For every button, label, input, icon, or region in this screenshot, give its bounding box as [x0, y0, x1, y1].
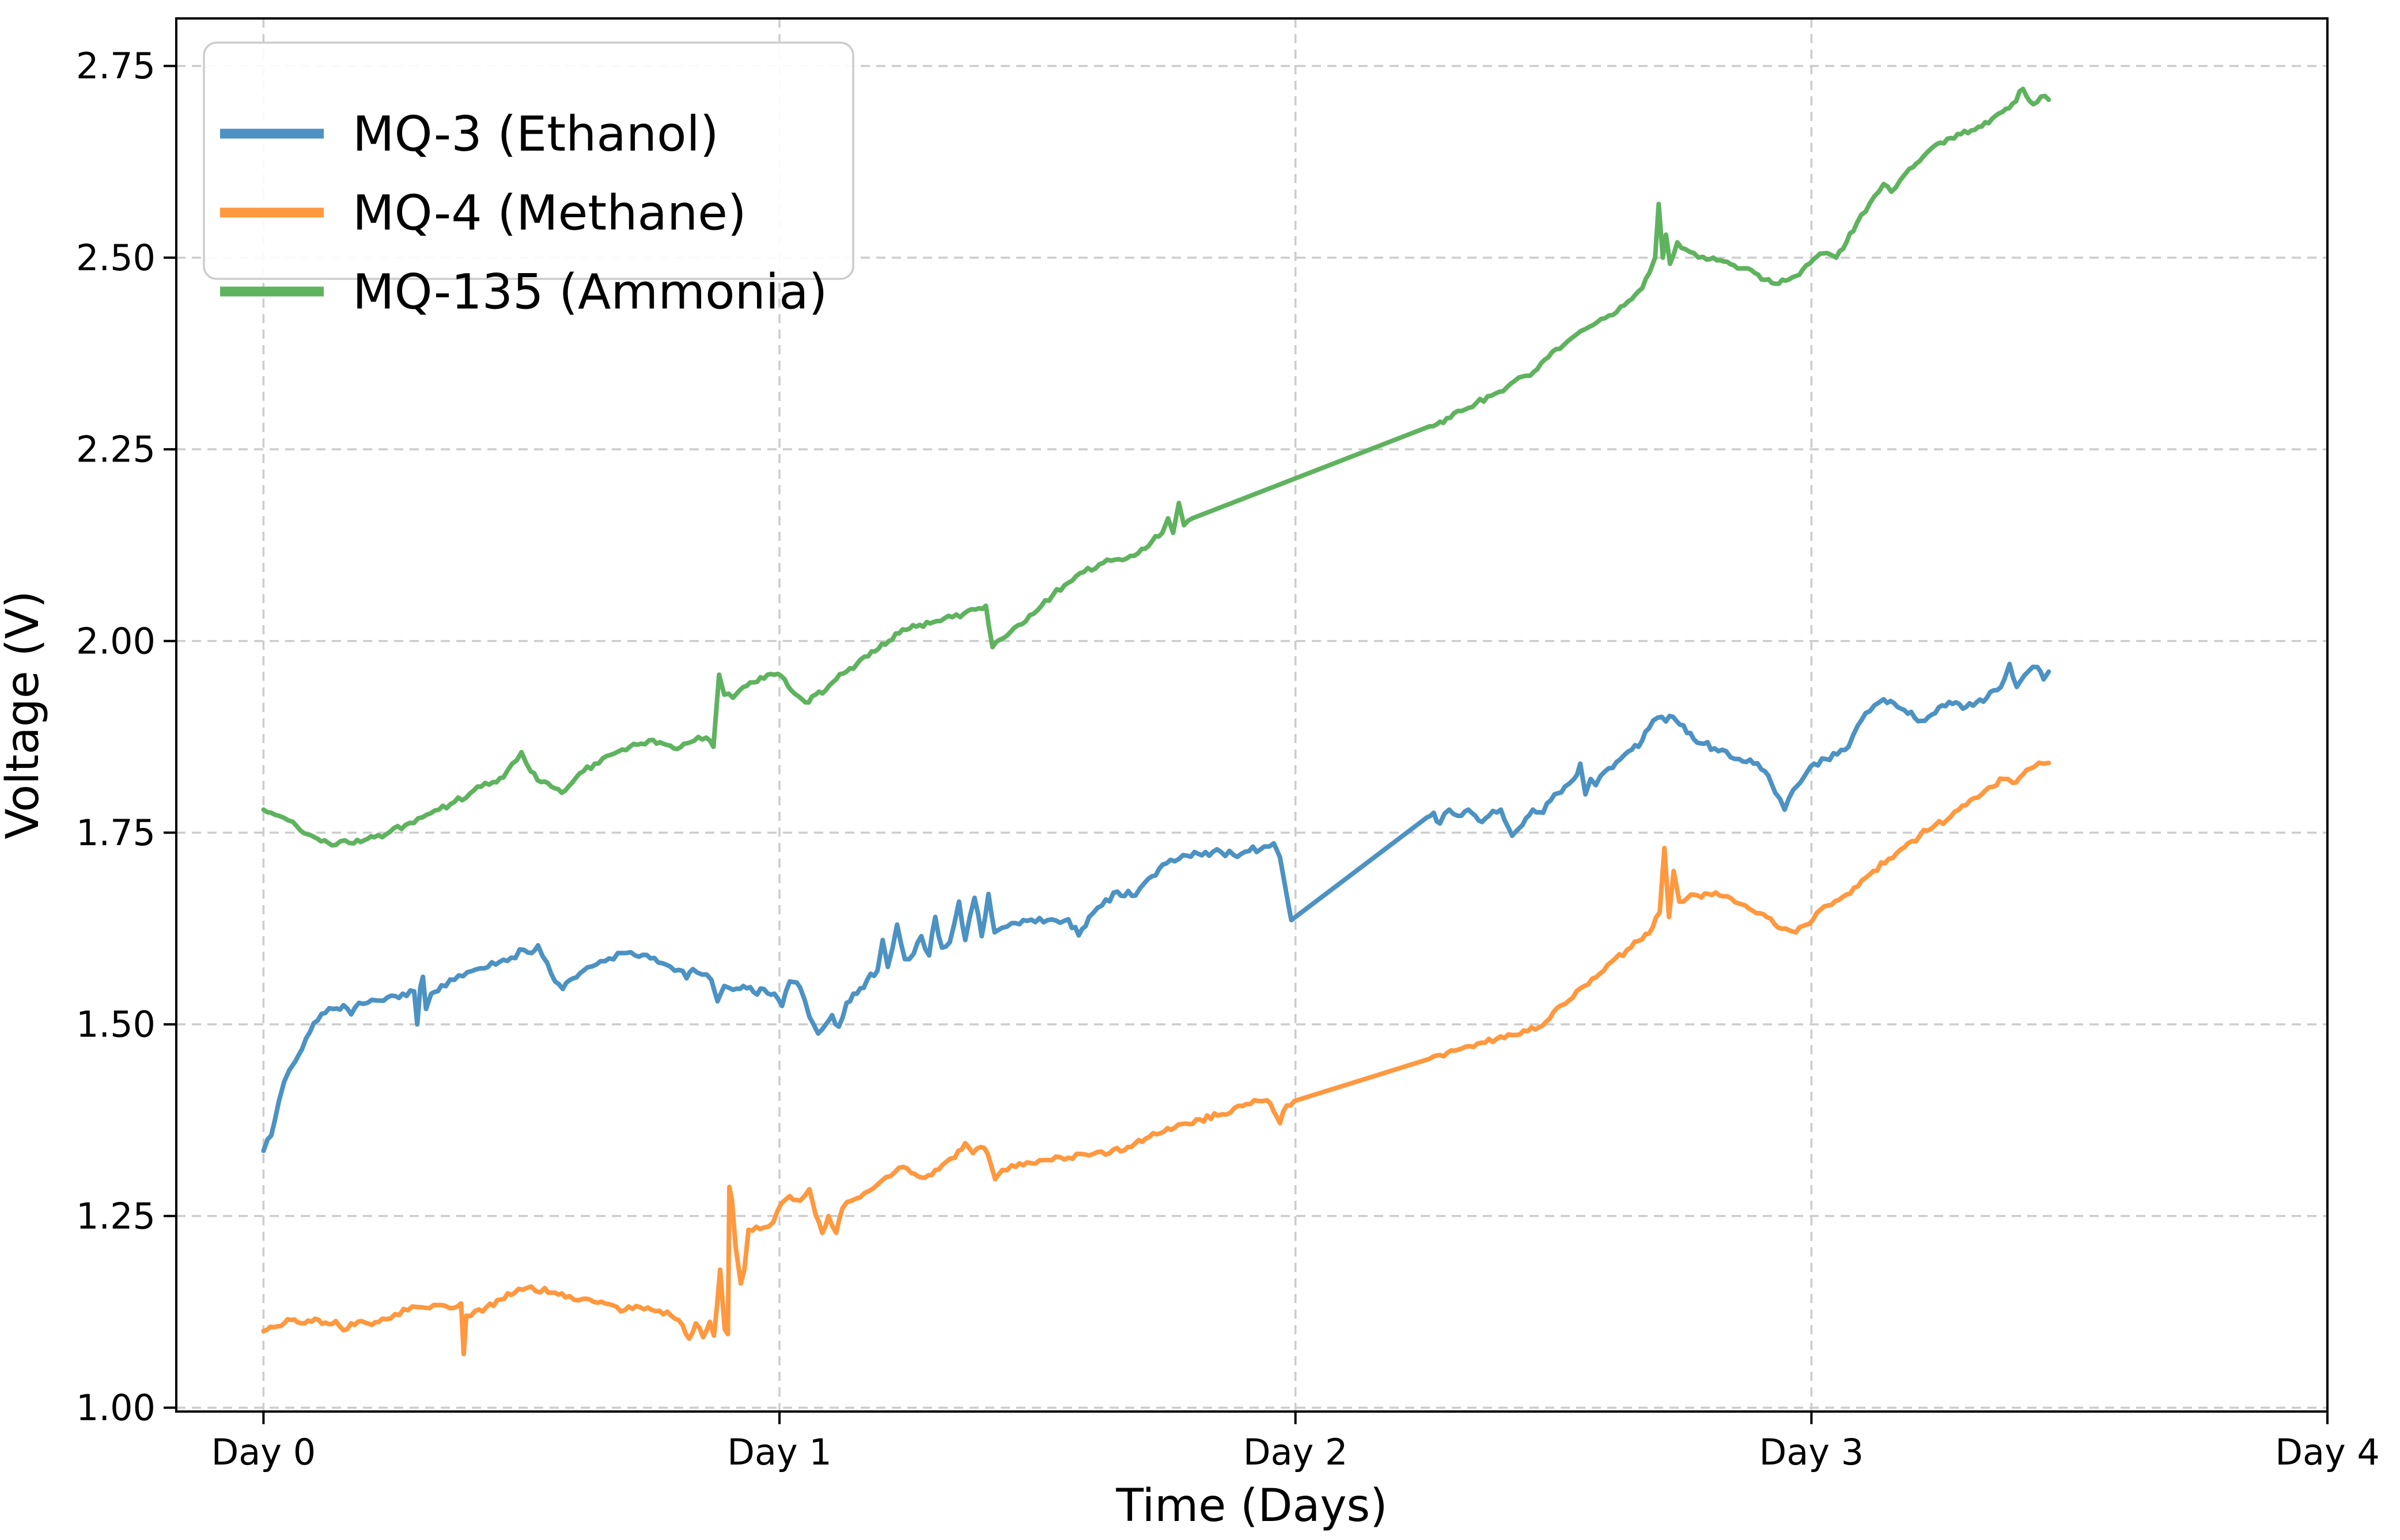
- legend-label-2: MQ-4 (Methane): [353, 184, 747, 241]
- x-tick-label: Day 0: [211, 1431, 316, 1473]
- legend-label-3: MQ-135 (Ammonia): [353, 263, 827, 320]
- legend-label-1: MQ-3 (Ethanol): [353, 105, 719, 162]
- y-tick-label: 2.50: [76, 237, 156, 279]
- x-tick-label: Day 4: [2275, 1431, 2380, 1473]
- y-tick-label: 2.25: [76, 429, 156, 471]
- x-tick-label: Day 3: [1759, 1431, 1864, 1473]
- y-tick-label: 2.00: [76, 620, 156, 662]
- legend-box: [203, 41, 854, 280]
- x-tick-label: Day 2: [1243, 1431, 1348, 1473]
- y-tick-label: 1.00: [76, 1387, 156, 1429]
- y-axis-title: Voltage (V): [0, 591, 49, 839]
- y-tick-label: 1.25: [76, 1195, 156, 1237]
- x-axis-title: Time (Days): [1115, 1480, 1387, 1532]
- x-tick-label: Day 1: [727, 1431, 832, 1473]
- y-tick-label: 1.50: [76, 1004, 156, 1046]
- y-tick-label: 2.75: [76, 45, 156, 87]
- series-line-1: [261, 661, 2051, 1153]
- series-line-3: [261, 86, 2051, 848]
- plot-border: [175, 17, 2329, 1413]
- y-tick-label: 1.75: [76, 812, 156, 854]
- series-line-2: [261, 760, 2051, 1357]
